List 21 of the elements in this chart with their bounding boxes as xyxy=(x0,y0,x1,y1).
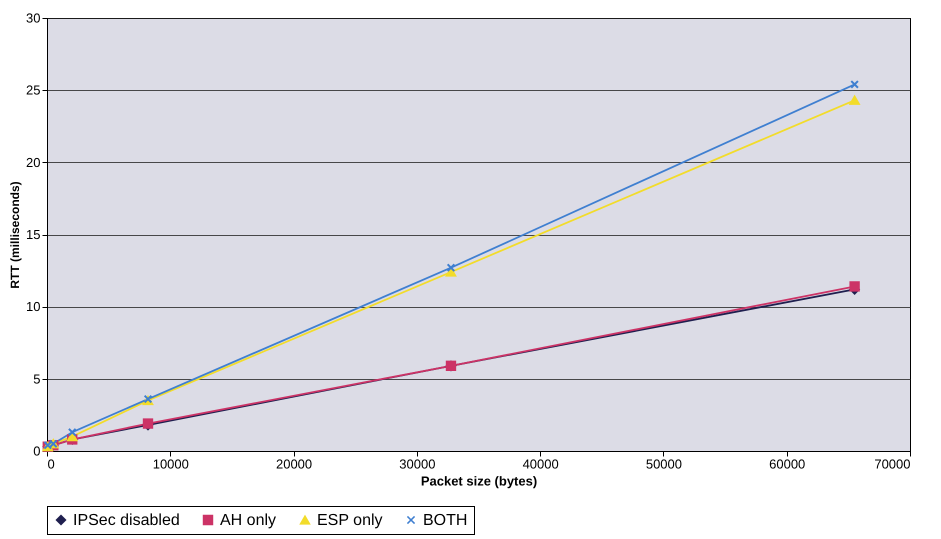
legend-label: ESP only xyxy=(317,512,383,529)
y-tick-label: 0 xyxy=(33,444,40,458)
legend-label: AH only xyxy=(220,512,276,529)
y-tick-label: 25 xyxy=(26,82,40,98)
x-tick-label: 10000 xyxy=(152,456,189,472)
x-tick-label: 70000 xyxy=(874,456,910,472)
y-tick-label: 5 xyxy=(33,371,40,386)
x-tick-label: 50000 xyxy=(646,456,682,472)
x-tick-label: 40000 xyxy=(522,456,559,472)
legend-label: IPSec disabled xyxy=(73,512,180,529)
x-tick-label: 60000 xyxy=(769,456,806,472)
y-tick-label: 15 xyxy=(26,227,40,242)
x-axis-title: Packet size (bytes) xyxy=(420,474,538,488)
legend-label: BOTH xyxy=(423,512,468,529)
x-tick-label: 30000 xyxy=(399,456,436,472)
x-tick-label: 20000 xyxy=(276,456,312,472)
y-axis-title: RTT (milliseconds) xyxy=(8,181,22,289)
y-tick-label: 20 xyxy=(26,154,40,170)
y-tick-label: 10 xyxy=(26,299,40,314)
y-tick-label: 30 xyxy=(26,10,40,26)
x-tick-label: 0 xyxy=(48,456,55,472)
